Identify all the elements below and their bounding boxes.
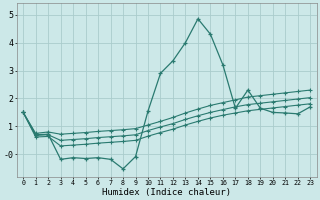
- X-axis label: Humidex (Indice chaleur): Humidex (Indice chaleur): [102, 188, 231, 197]
